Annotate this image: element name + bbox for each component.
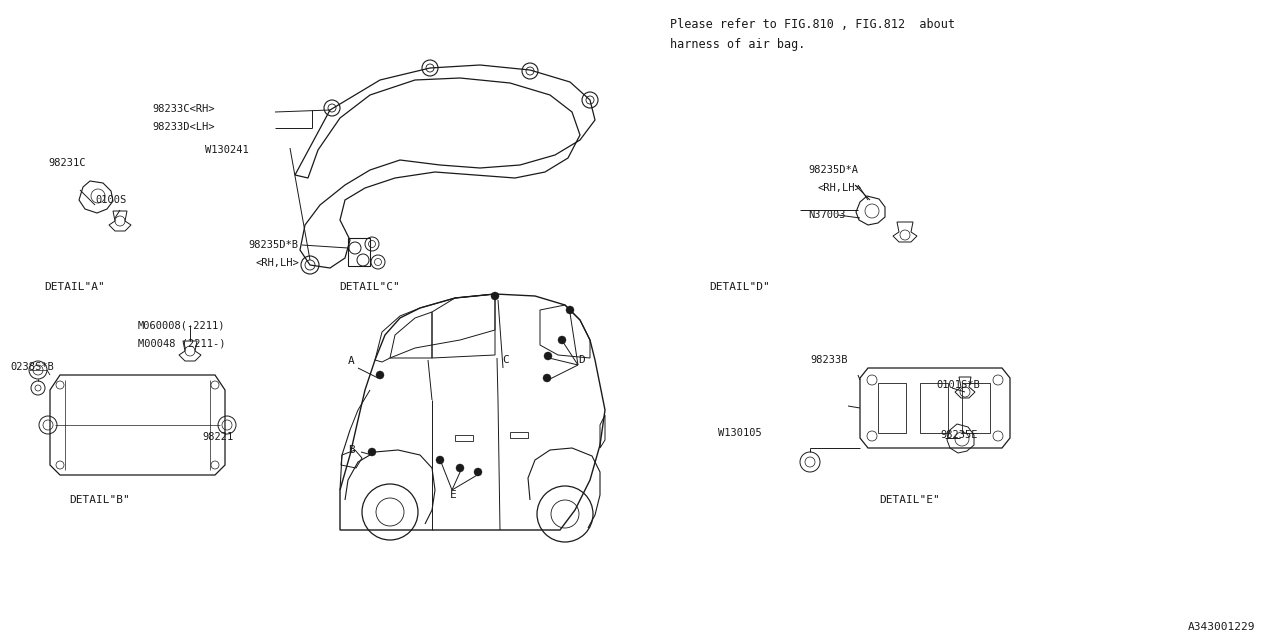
Text: E: E — [451, 490, 457, 500]
Text: C: C — [502, 355, 508, 365]
Text: W130105: W130105 — [718, 428, 762, 438]
Circle shape — [558, 336, 566, 344]
Text: 98231C: 98231C — [49, 158, 86, 168]
Text: B: B — [348, 445, 355, 455]
Text: DETAIL"E": DETAIL"E" — [879, 495, 941, 505]
Text: 0100S: 0100S — [95, 195, 127, 205]
Text: 98233D<LH>: 98233D<LH> — [152, 122, 215, 132]
Text: <RH,LH>: <RH,LH> — [255, 258, 298, 268]
Text: 0238S*B: 0238S*B — [10, 362, 54, 372]
Text: DETAIL"A": DETAIL"A" — [45, 282, 105, 292]
Circle shape — [436, 456, 444, 464]
Bar — [348, 238, 370, 266]
Text: A343001229: A343001229 — [1188, 622, 1254, 632]
Text: W130241: W130241 — [205, 145, 248, 155]
Text: 0101S*B: 0101S*B — [936, 380, 980, 390]
Circle shape — [456, 464, 465, 472]
Text: D: D — [579, 355, 585, 365]
Text: M00048 (2211-): M00048 (2211-) — [138, 338, 225, 348]
Circle shape — [543, 374, 550, 382]
Text: 98235D*A: 98235D*A — [808, 165, 858, 175]
Circle shape — [474, 468, 483, 476]
Text: M060008(-2211): M060008(-2211) — [138, 320, 225, 330]
Circle shape — [492, 292, 499, 300]
Bar — [509, 432, 529, 438]
Text: A: A — [348, 356, 355, 366]
Bar — [454, 435, 474, 441]
Bar — [963, 383, 989, 433]
Text: 98235E: 98235E — [941, 430, 978, 440]
Text: 98233B: 98233B — [810, 355, 847, 365]
Text: harness of air bag.: harness of air bag. — [669, 38, 805, 51]
Text: 98233C<RH>: 98233C<RH> — [152, 104, 215, 114]
Text: Please refer to FIG.810 , FIG.812  about: Please refer to FIG.810 , FIG.812 about — [669, 18, 955, 31]
Bar — [878, 383, 906, 433]
Circle shape — [544, 352, 552, 360]
Text: N37003: N37003 — [808, 210, 846, 220]
Circle shape — [376, 371, 384, 379]
Circle shape — [369, 448, 376, 456]
Circle shape — [566, 306, 573, 314]
Text: 98221: 98221 — [202, 432, 233, 442]
Text: DETAIL"D": DETAIL"D" — [709, 282, 771, 292]
Text: 98235D*B: 98235D*B — [248, 240, 298, 250]
Text: <RH,LH>: <RH,LH> — [818, 183, 861, 193]
Text: DETAIL"B": DETAIL"B" — [69, 495, 131, 505]
Text: DETAIL"C": DETAIL"C" — [339, 282, 401, 292]
Bar — [920, 383, 948, 433]
